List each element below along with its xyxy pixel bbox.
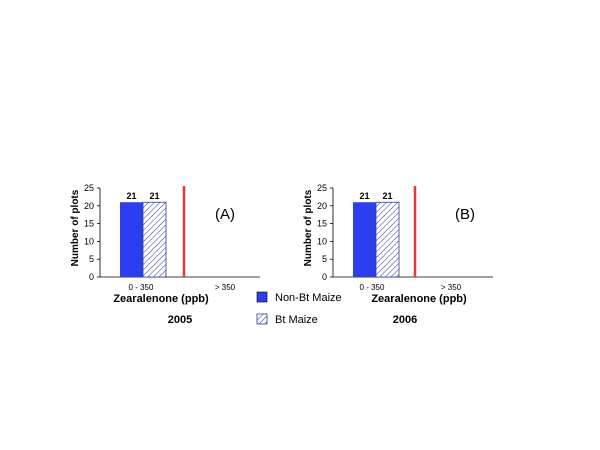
panel-label: (B) [455, 206, 475, 223]
y-tick-label: 0 [322, 272, 327, 282]
y-tick-label: 20 [84, 201, 94, 211]
y-tick-label: 10 [317, 236, 327, 246]
legend: Non-Bt Maize Bt Maize [256, 291, 342, 326]
year-label: 2005 [168, 314, 192, 326]
legend-label-non-bt: Non-Bt Maize [275, 292, 342, 304]
data-label: 21 [149, 191, 159, 201]
y-tick-label: 25 [84, 183, 94, 193]
y-tick-label: 25 [317, 183, 327, 193]
year-label: 2006 [393, 314, 417, 326]
x-category-label: > 350 [215, 283, 236, 292]
data-label: 21 [359, 191, 369, 201]
bar-bt [142, 201, 167, 278]
y-tick-label: 5 [322, 254, 327, 264]
legend-swatch-bt [256, 313, 268, 325]
legend-label-bt: Bt Maize [275, 314, 318, 326]
y-tick-label: 10 [84, 236, 94, 246]
chart-panel-b: 0 5 10 15 20 25 21 21 0 - 350 > 350 Number of plot… [303, 183, 493, 326]
legend-swatch-non-bt [256, 291, 268, 303]
bar-non-bt [120, 202, 143, 277]
x-axis-label: Zearalenone (ppb) [371, 293, 467, 305]
panel-label: (A) [215, 206, 235, 223]
x-category-label: > 350 [441, 283, 462, 292]
data-label: 21 [126, 191, 136, 201]
x-category-label: 0 - 350 [360, 283, 385, 292]
bar-non-bt [353, 202, 376, 277]
y-tick-label: 20 [317, 201, 327, 211]
y-axis-label: Number of plots [70, 189, 81, 266]
y-tick-label: 0 [89, 272, 94, 282]
data-label: 21 [382, 191, 392, 201]
y-tick-label: 15 [84, 219, 94, 229]
y-tick-label: 5 [89, 254, 94, 264]
chart-panel-a: 0 5 10 15 20 25 21 21 0 - 350 > 350 Number of plot… [70, 183, 260, 326]
y-tick-label: 15 [317, 219, 327, 229]
bar-bt [375, 201, 400, 278]
x-category-label: 0 - 350 [129, 283, 154, 292]
x-axis-label: Zearalenone (ppb) [113, 293, 209, 305]
y-axis-label: Number of plots [303, 189, 314, 266]
